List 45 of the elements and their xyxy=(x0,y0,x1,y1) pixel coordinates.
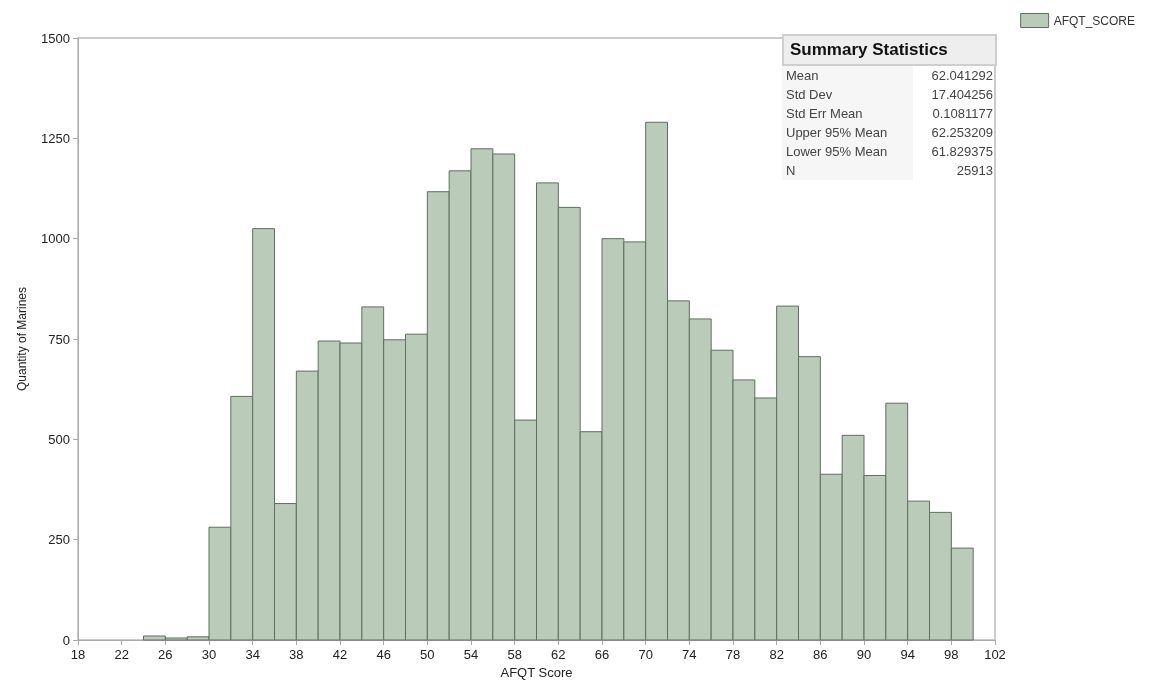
x-tick-label: 74 xyxy=(682,647,697,662)
x-tick-label: 86 xyxy=(813,647,828,662)
annotation: 61.829375 xyxy=(930,143,994,161)
x-tick-label: 38 xyxy=(289,647,304,662)
x-tick-label: 82 xyxy=(769,647,784,662)
x-tick-label: 46 xyxy=(376,647,391,662)
x-tick-label: 66 xyxy=(594,647,610,662)
annotation: N xyxy=(782,161,914,180)
x-tick-label: 50 xyxy=(420,647,435,662)
annotation: Lower 95% Mean xyxy=(782,142,914,161)
y-tick-label: 0 xyxy=(62,632,70,648)
y-tick-label: 1500 xyxy=(41,30,70,46)
y-tick-label: 1000 xyxy=(41,231,70,247)
x-tick-label: 54 xyxy=(463,647,479,662)
x-tick-label: 30 xyxy=(201,647,217,662)
x-tick-label: 34 xyxy=(245,647,260,662)
x-tick-label: 98 xyxy=(944,647,959,662)
x-tick-label: 102 xyxy=(984,647,1006,662)
x-axis-title: AFQT Score xyxy=(500,664,573,680)
annotation: Summary Statistics xyxy=(782,34,997,66)
x-tick-label: 22 xyxy=(114,647,129,662)
x-tick-label: 94 xyxy=(900,647,915,662)
y-tick-label: 250 xyxy=(48,532,70,548)
x-tick-label: 70 xyxy=(638,647,653,662)
y-axis-title: Quantity of Marines xyxy=(15,286,29,392)
x-tick-label: 42 xyxy=(332,647,348,662)
annotation: Std Err Mean xyxy=(782,104,914,123)
annotation: 25913 xyxy=(955,162,994,180)
x-tick-label: 58 xyxy=(507,647,522,662)
annotation: Upper 95% Mean xyxy=(782,123,914,142)
annotation: 17.404256 xyxy=(930,86,994,104)
y-tick-label: 750 xyxy=(48,331,70,347)
annotation: 0.1081177 xyxy=(931,105,994,123)
y-tick-label: 500 xyxy=(48,431,70,447)
x-tick-label: 90 xyxy=(856,647,872,662)
annotation: 62.253209 xyxy=(930,124,994,142)
x-tick-label: 78 xyxy=(725,647,741,662)
legend-label: AFQT_SCORE xyxy=(1053,13,1136,28)
x-tick-label: 26 xyxy=(158,647,173,662)
annotation: 62.041292 xyxy=(930,67,994,85)
y-tick-label: 1250 xyxy=(41,130,70,146)
x-tick-label: 18 xyxy=(70,647,86,662)
annotation: Std Dev xyxy=(782,85,914,104)
annotation: Mean xyxy=(782,66,914,85)
x-tick-label: 62 xyxy=(551,647,566,662)
